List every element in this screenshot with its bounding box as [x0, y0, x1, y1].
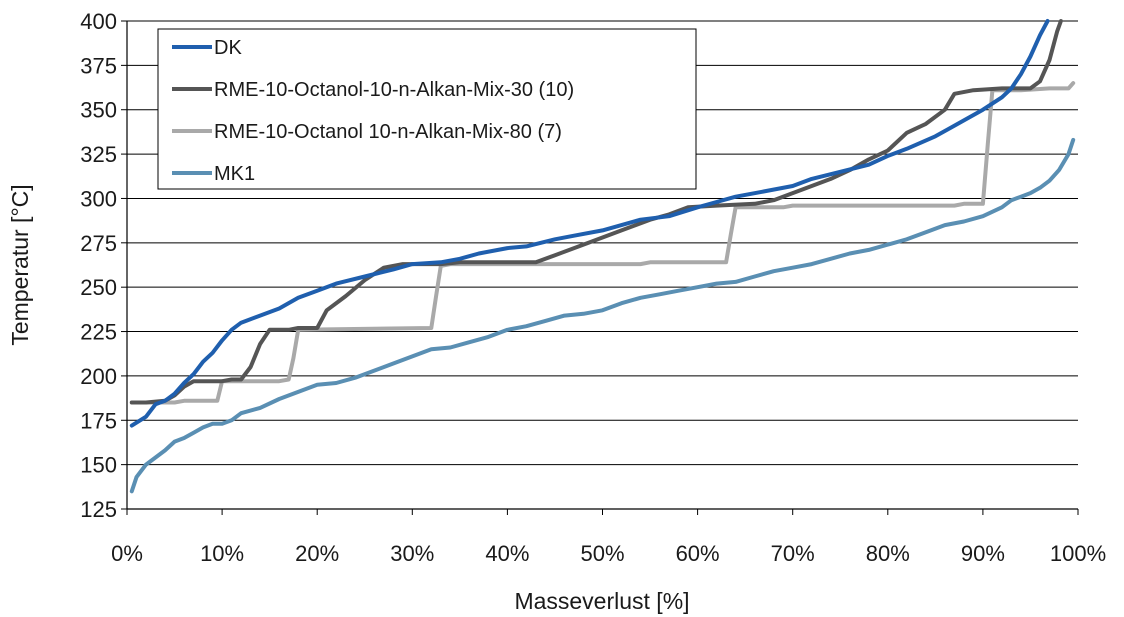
y-tick-label-225: 225 [80, 320, 117, 345]
series-line-rme-10-octanol-10-n-alkan-mix-30-10 [129, 19, 1063, 405]
y-tick-labels: 125 150 175 200 225 250 275 300 325 350 375 400 [80, 9, 117, 522]
x-tick-label-100: 100% [1050, 541, 1106, 566]
x-tick-label-10: 10% [200, 541, 244, 566]
legend-label-dk: DK [214, 37, 242, 59]
legend-label-mk1: MK1 [214, 163, 255, 185]
y-tick-label-250: 250 [80, 275, 117, 300]
x-tick-label-30: 30% [390, 541, 434, 566]
axes [121, 20, 1079, 515]
legend-item-rme-mix-80: RME-10-Octanol 10-n-Alkan-Mix-80 (7) [172, 121, 562, 143]
x-tick-labels: 0% 10% 20% 30% 40% 50% 60% 70% 80% 90% 100% [111, 541, 1106, 566]
y-tick-label-175: 175 [80, 408, 117, 433]
legend-label-rme-mix-30: RME-10-Octanol-10-n-Alkan-Mix-30 (10) [214, 79, 574, 101]
legend-item-dk: DK [172, 37, 242, 59]
y-tick-label-350: 350 [80, 98, 117, 123]
y-axis-title: Temperatur [°C] [7, 184, 33, 345]
x-tick-label-40: 40% [485, 541, 529, 566]
y-tick-label-125: 125 [80, 497, 117, 522]
y-tick-label-275: 275 [80, 231, 117, 256]
legend-box [157, 28, 697, 190]
y-tick-label-375: 375 [80, 53, 117, 78]
x-tick-label-80: 80% [866, 541, 910, 566]
y-tick-label-200: 200 [80, 364, 117, 389]
x-tick-label-20: 20% [295, 541, 339, 566]
y-tick-label-325: 325 [80, 142, 117, 167]
x-tick-label-50: 50% [580, 541, 624, 566]
x-tick-label-90: 90% [961, 541, 1005, 566]
legend-label-rme-mix-80: RME-10-Octanol 10-n-Alkan-Mix-80 (7) [214, 121, 562, 143]
x-axis-title: Masseverlust [%] [514, 588, 689, 614]
x-tick-label-70: 70% [771, 541, 815, 566]
x-tick-label-0: 0% [111, 541, 143, 566]
series-layer [129, 19, 1076, 494]
legend-item-rme-mix-30: RME-10-Octanol-10-n-Alkan-Mix-30 (10) [172, 79, 574, 101]
series-line-dk [129, 19, 1050, 428]
y-tick-label-300: 300 [80, 186, 117, 211]
series-line-mk1 [129, 137, 1076, 494]
x-tick-label-60: 60% [676, 541, 720, 566]
y-tick-label-150: 150 [80, 453, 117, 478]
legend-item-mk1: MK1 [172, 163, 255, 185]
y-tick-label-400: 400 [80, 9, 117, 34]
legend: DK RME-10-Octanol-10-n-Alkan-Mix-30 (10)… [157, 28, 697, 190]
